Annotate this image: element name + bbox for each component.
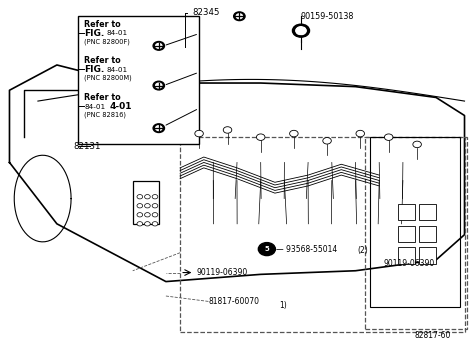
Text: 81817-60070: 81817-60070: [209, 297, 260, 306]
Circle shape: [152, 213, 158, 217]
Text: 82817-60: 82817-60: [415, 331, 451, 340]
Circle shape: [356, 130, 365, 137]
Text: (2): (2): [358, 247, 369, 255]
Circle shape: [137, 213, 143, 217]
Circle shape: [296, 27, 306, 35]
Bar: [419, 204, 436, 220]
Circle shape: [152, 204, 158, 208]
Bar: [370, 137, 460, 307]
Circle shape: [152, 195, 158, 199]
Circle shape: [323, 138, 331, 144]
Text: — 93568-55014: — 93568-55014: [276, 245, 337, 253]
Circle shape: [236, 14, 243, 19]
Text: 82131: 82131: [73, 142, 101, 151]
Circle shape: [234, 12, 245, 21]
Circle shape: [145, 204, 150, 208]
Bar: [419, 247, 436, 264]
Text: Refer to: Refer to: [84, 56, 121, 65]
Bar: [180, 137, 465, 332]
Text: Refer to: Refer to: [84, 20, 121, 29]
Circle shape: [256, 134, 265, 140]
Text: 84-01: 84-01: [107, 30, 128, 36]
Circle shape: [223, 127, 232, 133]
Circle shape: [384, 134, 393, 140]
Circle shape: [290, 130, 298, 137]
Circle shape: [153, 124, 164, 132]
Text: FIG.: FIG.: [84, 65, 105, 74]
Circle shape: [137, 204, 143, 208]
Text: FIG.: FIG.: [84, 29, 105, 38]
Circle shape: [155, 83, 162, 88]
Circle shape: [137, 222, 143, 226]
Circle shape: [152, 222, 158, 226]
Text: 5: 5: [264, 246, 269, 252]
Text: 84-01: 84-01: [107, 66, 128, 73]
Circle shape: [145, 213, 150, 217]
Bar: [398, 204, 415, 220]
Text: (PNC 82800F): (PNC 82800F): [84, 39, 130, 45]
Circle shape: [258, 243, 275, 256]
Bar: [365, 137, 467, 329]
Text: 84-01: 84-01: [84, 104, 106, 110]
Circle shape: [413, 141, 421, 148]
Text: 90119-06390: 90119-06390: [384, 259, 435, 268]
Text: 1): 1): [280, 301, 287, 309]
Bar: [398, 247, 415, 264]
Circle shape: [155, 126, 162, 131]
Text: (PNC 82800M): (PNC 82800M): [84, 75, 132, 81]
Circle shape: [153, 42, 164, 50]
Text: 82345: 82345: [192, 8, 219, 17]
Bar: [419, 226, 436, 242]
Bar: [398, 226, 415, 242]
Circle shape: [145, 222, 150, 226]
Circle shape: [155, 43, 162, 48]
Text: 90119-06390: 90119-06390: [197, 268, 248, 277]
Circle shape: [153, 81, 164, 90]
Circle shape: [145, 195, 150, 199]
Text: 90159-50138: 90159-50138: [301, 12, 355, 21]
Bar: [133, 180, 159, 224]
Circle shape: [292, 24, 310, 37]
Text: 4-01: 4-01: [110, 102, 132, 111]
Circle shape: [195, 130, 203, 137]
Text: (PNC 82816): (PNC 82816): [84, 112, 127, 118]
Circle shape: [137, 195, 143, 199]
Text: Refer to: Refer to: [84, 93, 121, 102]
Bar: [78, 16, 199, 144]
